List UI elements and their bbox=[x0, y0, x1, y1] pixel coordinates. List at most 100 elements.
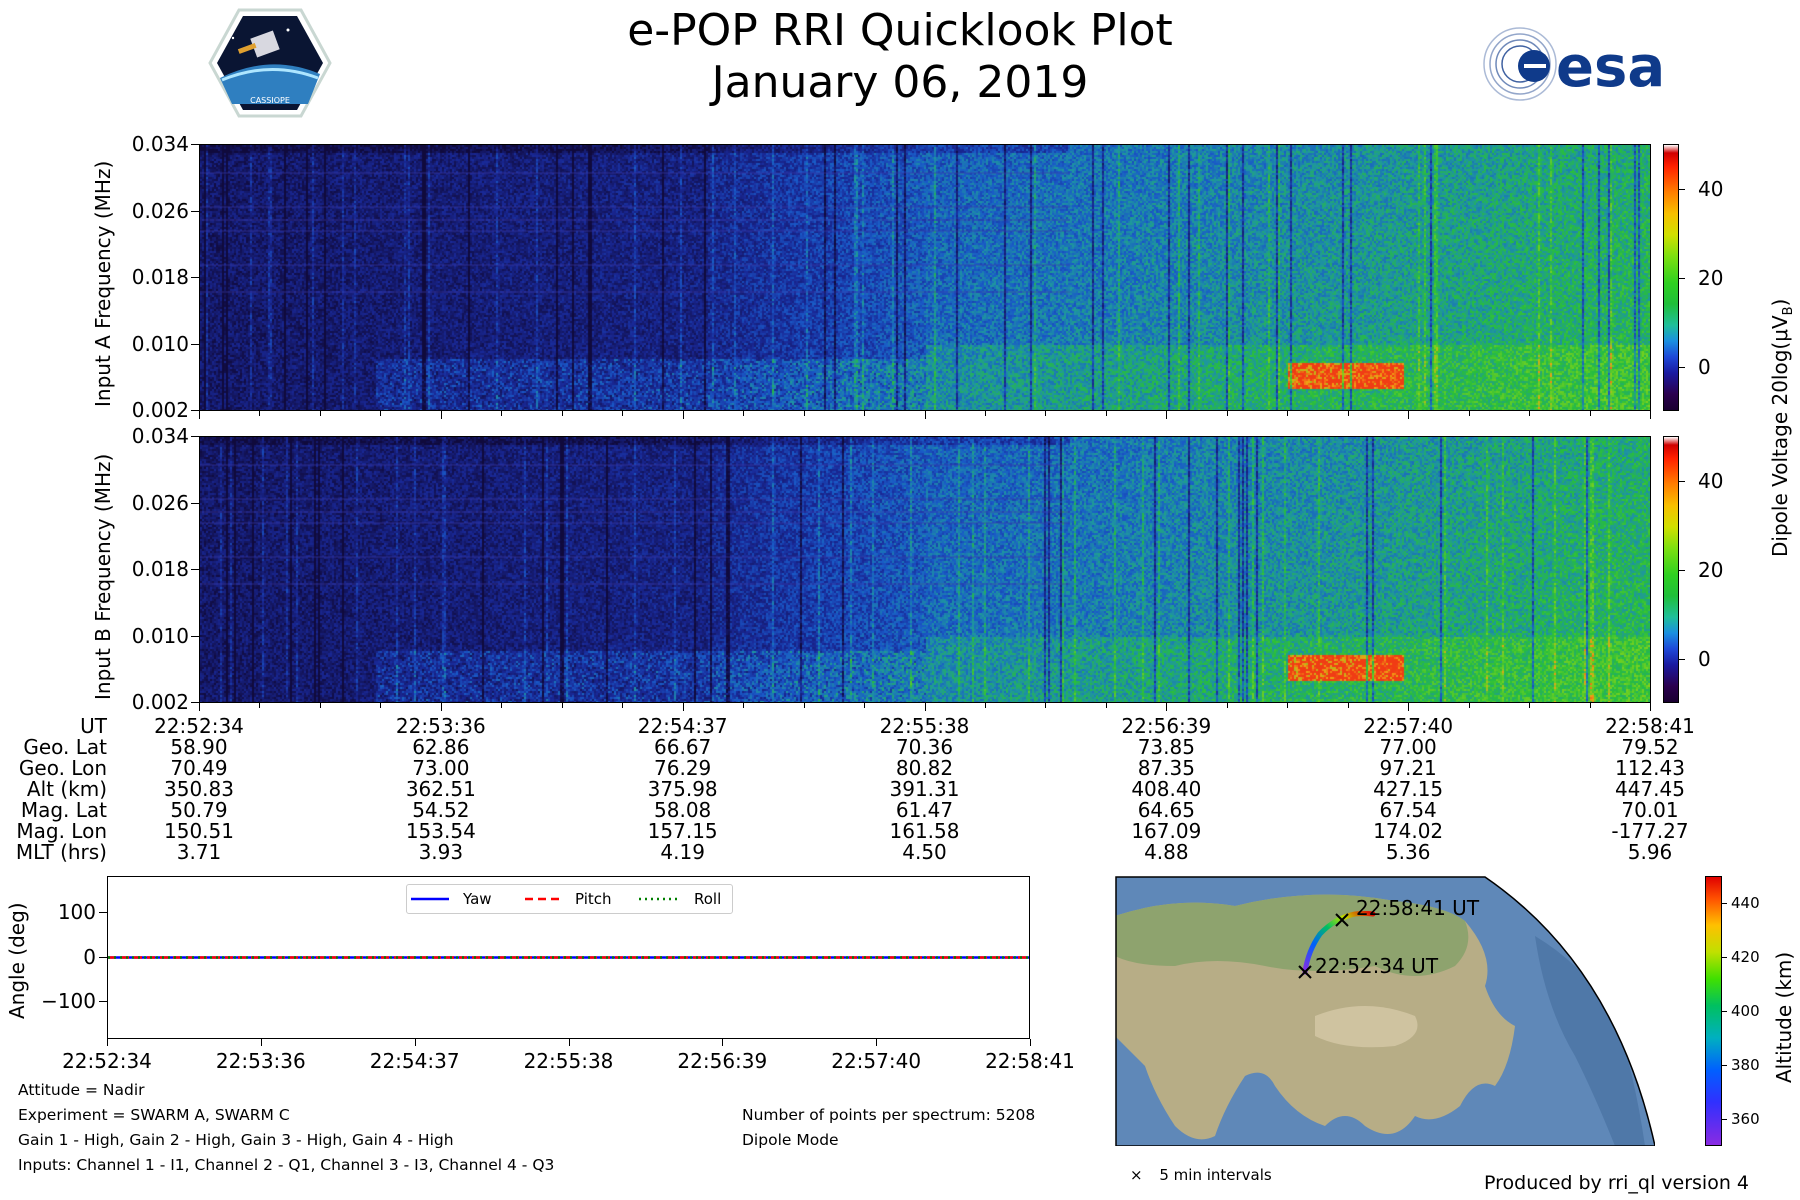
ephemeris-row: MLT (hrs) 3.71 3.93 4.19 4.50 4.88 5.36 5.96 bbox=[0, 842, 1800, 863]
info-inputs: Inputs: Channel 1 - I1, Channel 2 - Q1, … bbox=[18, 1156, 555, 1174]
spectrogram-xtick-mark bbox=[743, 411, 745, 416]
spectrogram-ytick: 0.026 bbox=[131, 490, 189, 515]
land-plateau bbox=[1315, 1006, 1418, 1048]
altitude-tick: 380 bbox=[1731, 1056, 1760, 1074]
attitude-ytick-mark bbox=[99, 911, 107, 913]
attitude-xtick-mark bbox=[568, 1039, 570, 1046]
ephemeris-cell: 427.15 bbox=[1373, 777, 1444, 801]
legend-yaw: Yaw bbox=[463, 890, 492, 908]
ylabel-input-b: Input B Frequency (MHz) bbox=[91, 453, 115, 700]
spectrogram-ytick: 0.018 bbox=[131, 265, 189, 289]
legend-swatches bbox=[411, 897, 677, 901]
spectrogram-xtick-mark bbox=[1347, 703, 1349, 708]
ocean-trench bbox=[1535, 936, 1645, 1146]
spectrogram-ytick: 0.034 bbox=[131, 424, 189, 448]
ephemeris-cell: 97.21 bbox=[1379, 756, 1437, 780]
map-frame bbox=[1115, 876, 1655, 1146]
info-gain: Gain 1 - High, Gain 2 - High, Gain 3 - H… bbox=[18, 1131, 454, 1149]
legend-roll: Roll bbox=[694, 890, 722, 908]
ephemeris-cell: 73.85 bbox=[1137, 735, 1195, 759]
ephemeris-cell: 4.50 bbox=[902, 840, 947, 864]
spectrogram-xtick-mark bbox=[864, 703, 866, 708]
spectrogram-ytick-mark bbox=[191, 569, 199, 570]
ephemeris-cell: 79.52 bbox=[1621, 735, 1679, 759]
spectrogram-ytick: 0.002 bbox=[131, 398, 189, 422]
plot-title: e-POP RRI Quicklook Plot bbox=[627, 5, 1173, 56]
ephemeris-cell: 22:54:37 bbox=[637, 714, 728, 738]
spectrogram-input-a bbox=[199, 144, 1651, 411]
spectrogram-xtick-mark bbox=[561, 703, 563, 708]
spectrogram-ytick-mark bbox=[191, 502, 199, 504]
colorbar-tick: 40 bbox=[1698, 176, 1724, 201]
spectrogram-xtick-mark bbox=[1529, 411, 1531, 416]
attitude-plot-svg bbox=[108, 956, 1029, 959]
attitude-xtick-mark bbox=[107, 1039, 108, 1046]
spectrogram-xtick-mark bbox=[1166, 703, 1168, 711]
spectrogram-xtick-mark bbox=[803, 411, 805, 416]
spectrogram-xtick-mark bbox=[1589, 703, 1591, 708]
colorbar-label: Dipole Voltage 20log(μVB) bbox=[1768, 298, 1796, 557]
ephemeris-row: Alt (km) 350.83 362.51 375.98 391.31 408.40 42… bbox=[0, 779, 1800, 800]
altitude-tick-mark bbox=[1722, 1119, 1727, 1120]
spectrogram-xtick-mark bbox=[984, 411, 986, 416]
spectrogram-ytick-mark bbox=[191, 343, 199, 345]
info-experiment: Experiment = SWARM A, SWARM C bbox=[18, 1106, 290, 1124]
spectrogram-xtick-mark bbox=[1045, 411, 1047, 416]
spectrogram-xtick-mark bbox=[1589, 411, 1591, 416]
spectrogram-xtick-mark bbox=[1347, 411, 1349, 416]
spectrogram-ytick: 0.018 bbox=[131, 557, 189, 581]
ephemeris-cell: 58.90 bbox=[170, 735, 228, 759]
ephemeris-row: Geo. Lat 58.90 62.86 66.67 70.36 73.85 77.00 79… bbox=[0, 737, 1800, 758]
spectrogram-xtick-mark bbox=[864, 411, 866, 416]
ephemeris-cell: 87.35 bbox=[1137, 756, 1195, 780]
spectrogram-ytick-mark bbox=[191, 635, 199, 637]
orbit-map bbox=[1115, 876, 1655, 1146]
colorbar-tick-mark bbox=[1679, 569, 1685, 571]
attitude-xtick: 22:55:38 bbox=[523, 1049, 614, 1073]
ephemeris-cell: 64.65 bbox=[1137, 798, 1195, 822]
legend-pitch: Pitch bbox=[575, 890, 612, 908]
attitude-ytick-mark bbox=[99, 956, 107, 958]
ephemeris-row: UT 22:52:34 22:53:36 22:54:37 22:55:38 22:56:… bbox=[0, 716, 1800, 737]
attitude-xtick-mark bbox=[260, 1039, 262, 1046]
colorbar-tick: 40 bbox=[1698, 468, 1724, 493]
spectrogram-xtick-mark bbox=[319, 411, 321, 416]
interval-legend: × 5 min intervals bbox=[1130, 1166, 1272, 1184]
spectrogram-xtick-mark bbox=[380, 411, 382, 416]
spectrogram-xtick-mark bbox=[1650, 411, 1651, 419]
attitude-ytick-mark bbox=[99, 1001, 107, 1003]
ephemeris-cell: 77.00 bbox=[1379, 735, 1437, 759]
attitude-ytick: 100 bbox=[57, 899, 96, 924]
ephemeris-cell: 112.43 bbox=[1615, 756, 1685, 780]
colorbar-tick-mark bbox=[1679, 277, 1685, 279]
spectrogram-xtick-mark bbox=[1287, 411, 1289, 416]
altitude-tick: 440 bbox=[1731, 894, 1760, 912]
ephemeris-cell: 362.51 bbox=[405, 777, 476, 801]
ephemeris-cell: 22:56:39 bbox=[1121, 714, 1212, 738]
ephemeris-row-label: Geo. Lat bbox=[23, 735, 107, 759]
altitude-tick: 420 bbox=[1731, 948, 1760, 966]
colorbar-tick-mark bbox=[1679, 188, 1685, 190]
spectrogram-xtick-mark bbox=[1408, 411, 1410, 419]
spectrogram-xtick-mark bbox=[501, 703, 503, 708]
ephemeris-cell: 150.51 bbox=[164, 819, 234, 843]
ephemeris-cell: -177.27 bbox=[1611, 819, 1689, 843]
spectrogram-ytick-mark bbox=[191, 702, 199, 703]
colorbar-tick-mark bbox=[1679, 366, 1685, 368]
colorbar-tick: 20 bbox=[1698, 265, 1724, 290]
altitude-tick-mark bbox=[1722, 903, 1727, 904]
spectrogram-xtick-mark bbox=[1226, 411, 1228, 416]
colorbar-tick-mark bbox=[1679, 480, 1685, 482]
ephemeris-cell: 58.08 bbox=[654, 798, 712, 822]
attitude-xtick-mark bbox=[414, 1039, 416, 1046]
spectrogram-xtick-mark bbox=[1166, 411, 1168, 419]
ephemeris-row: Geo. Lon 70.49 73.00 76.29 80.82 87.35 97.21 11… bbox=[0, 758, 1800, 779]
ephemeris-row-label: Mag. Lon bbox=[16, 819, 107, 843]
attitude-plot bbox=[107, 876, 1030, 1039]
plot-date: January 06, 2019 bbox=[711, 57, 1089, 108]
ephemeris-cell: 350.83 bbox=[164, 777, 234, 801]
info-mode: Dipole Mode bbox=[742, 1131, 839, 1149]
interval-label: 5 min intervals bbox=[1159, 1166, 1272, 1184]
spectrogram-ytick-mark bbox=[191, 144, 199, 145]
spectrogram-xtick-mark bbox=[259, 703, 261, 708]
